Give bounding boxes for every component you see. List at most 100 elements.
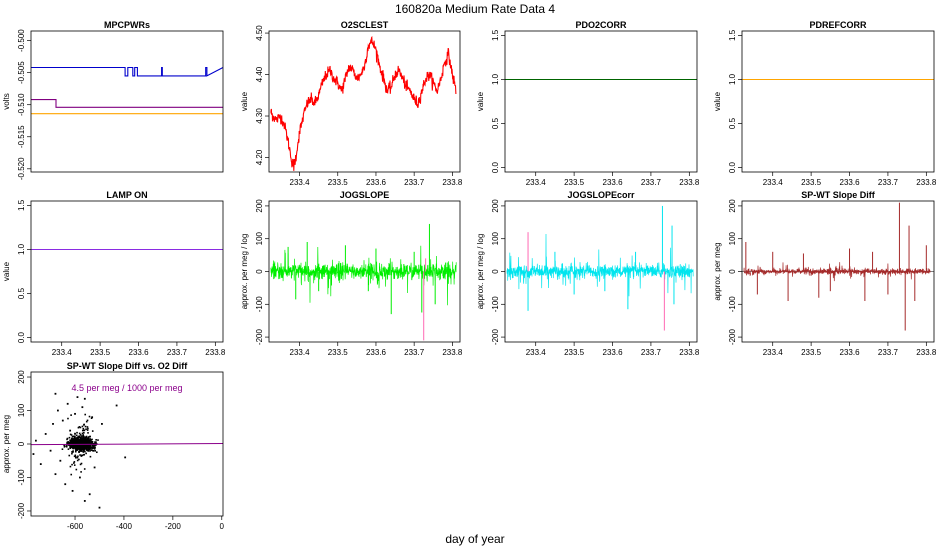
scatter-point xyxy=(79,437,82,439)
scatter-point xyxy=(94,444,97,446)
scatter-point xyxy=(71,441,73,444)
scatter-point xyxy=(81,425,84,428)
scatter-point xyxy=(79,426,82,429)
x-tick-label: 233.8 xyxy=(442,178,463,187)
y-axis-label: approx. per meg / log xyxy=(240,234,249,310)
scatter-point xyxy=(91,430,94,432)
y-tick-label: 0.5 xyxy=(17,287,26,299)
y-tick-label: 0 xyxy=(491,269,500,274)
scatter-point xyxy=(92,445,95,448)
scatter-point xyxy=(80,440,82,442)
scatter-point xyxy=(71,451,73,453)
scatter-point xyxy=(84,440,87,442)
scatter-point xyxy=(74,433,76,435)
scatter-point xyxy=(89,435,91,438)
x-tick-label: 233.7 xyxy=(167,348,188,357)
scatter-point xyxy=(71,489,74,492)
scatter-point xyxy=(91,416,94,419)
scatter-point xyxy=(69,445,72,447)
scatter-point xyxy=(84,437,87,440)
panel-title: JOGSLOPE xyxy=(340,190,390,200)
scatter-point xyxy=(81,439,83,441)
scatter-point xyxy=(71,463,73,466)
scatter-point xyxy=(81,441,83,444)
scatter-point xyxy=(80,435,83,437)
plot-area xyxy=(270,223,457,341)
x-tick-label: 233.4 xyxy=(526,178,547,187)
scatter-point xyxy=(72,438,74,440)
y-tick-label: 200 xyxy=(491,199,500,213)
scatter-point xyxy=(82,440,85,443)
scatter-point xyxy=(76,449,78,451)
scatter-point xyxy=(76,445,79,447)
y-tick-label: 0.0 xyxy=(17,331,26,343)
scatter-point xyxy=(73,464,76,466)
y-axis-label: approx. per meg xyxy=(713,242,722,300)
scatter-point xyxy=(74,440,76,443)
scatter-point xyxy=(85,428,87,430)
y-tick-label: 100 xyxy=(17,403,26,417)
plot-area xyxy=(31,392,223,509)
scatter-point xyxy=(59,459,62,462)
fit-annotation: 4.5 per meg / 1000 per meg xyxy=(71,383,182,393)
scatter-point xyxy=(83,397,86,400)
x-tick-label: 233.6 xyxy=(603,348,624,357)
y-axis-label: value xyxy=(713,91,722,111)
scatter-point xyxy=(76,438,79,440)
scatter-point xyxy=(66,438,68,441)
scatter-point xyxy=(76,396,79,399)
y-tick-label: 1.5 xyxy=(17,199,26,211)
y-axis-label: value xyxy=(476,91,485,111)
scatter-point xyxy=(86,448,88,451)
y-tick-label: 200 xyxy=(728,199,737,213)
scatter-point xyxy=(94,446,96,449)
scatter-point xyxy=(101,423,103,425)
scatter-point xyxy=(66,402,69,405)
panel-title: JOGSLOPEcorr xyxy=(567,190,635,200)
scatter-point xyxy=(83,439,86,441)
y-tick-label: 0 xyxy=(17,441,26,446)
series-line-0 xyxy=(270,35,457,171)
scatter-point xyxy=(63,444,65,446)
scatter-point xyxy=(92,447,94,450)
scatter-point xyxy=(73,438,76,440)
scatter-point xyxy=(85,435,88,438)
scatter-point xyxy=(81,454,84,457)
scatter-point xyxy=(73,461,76,463)
scatter-point xyxy=(74,412,76,415)
scatter-point xyxy=(89,450,91,452)
x-tick-label: 233.4 xyxy=(290,178,311,187)
scatter-point xyxy=(71,446,74,449)
scatter-point xyxy=(82,449,85,452)
scatter-point xyxy=(84,444,86,447)
scatter-point xyxy=(75,444,77,447)
scatter-point xyxy=(72,447,74,450)
panel-jogslopecorr: JOGSLOPEcorr approx. per meg / log -200 -10… xyxy=(476,190,700,357)
series-line-0 xyxy=(31,66,223,77)
x-tick-label: 233.4 xyxy=(52,348,73,357)
scatter-point xyxy=(86,429,89,431)
scatter-point xyxy=(83,500,86,502)
scatter-point xyxy=(69,442,72,444)
scatter-point xyxy=(76,459,79,462)
scatter-point xyxy=(66,437,69,440)
scatter-point xyxy=(90,417,93,419)
scatter-point xyxy=(88,439,90,441)
scatter-point xyxy=(81,448,83,451)
scatter-point xyxy=(64,483,67,486)
x-tick-label: 233.7 xyxy=(404,178,425,187)
scatter-point xyxy=(82,451,85,453)
x-tick-label: -200 xyxy=(165,522,182,531)
scatter-point xyxy=(69,439,72,442)
scatter-point xyxy=(84,413,87,416)
scatter-point xyxy=(73,455,76,458)
scatter-point xyxy=(88,440,90,442)
x-tick-label: 233.5 xyxy=(801,178,822,187)
scatter-point xyxy=(86,442,89,445)
scatter-point xyxy=(75,447,78,449)
scatter-point xyxy=(74,437,76,440)
x-tick-label: 233.4 xyxy=(763,178,784,187)
scatter-point xyxy=(39,463,42,465)
y-tick-label: 4.50 xyxy=(255,25,264,41)
scatter-point xyxy=(87,432,89,434)
